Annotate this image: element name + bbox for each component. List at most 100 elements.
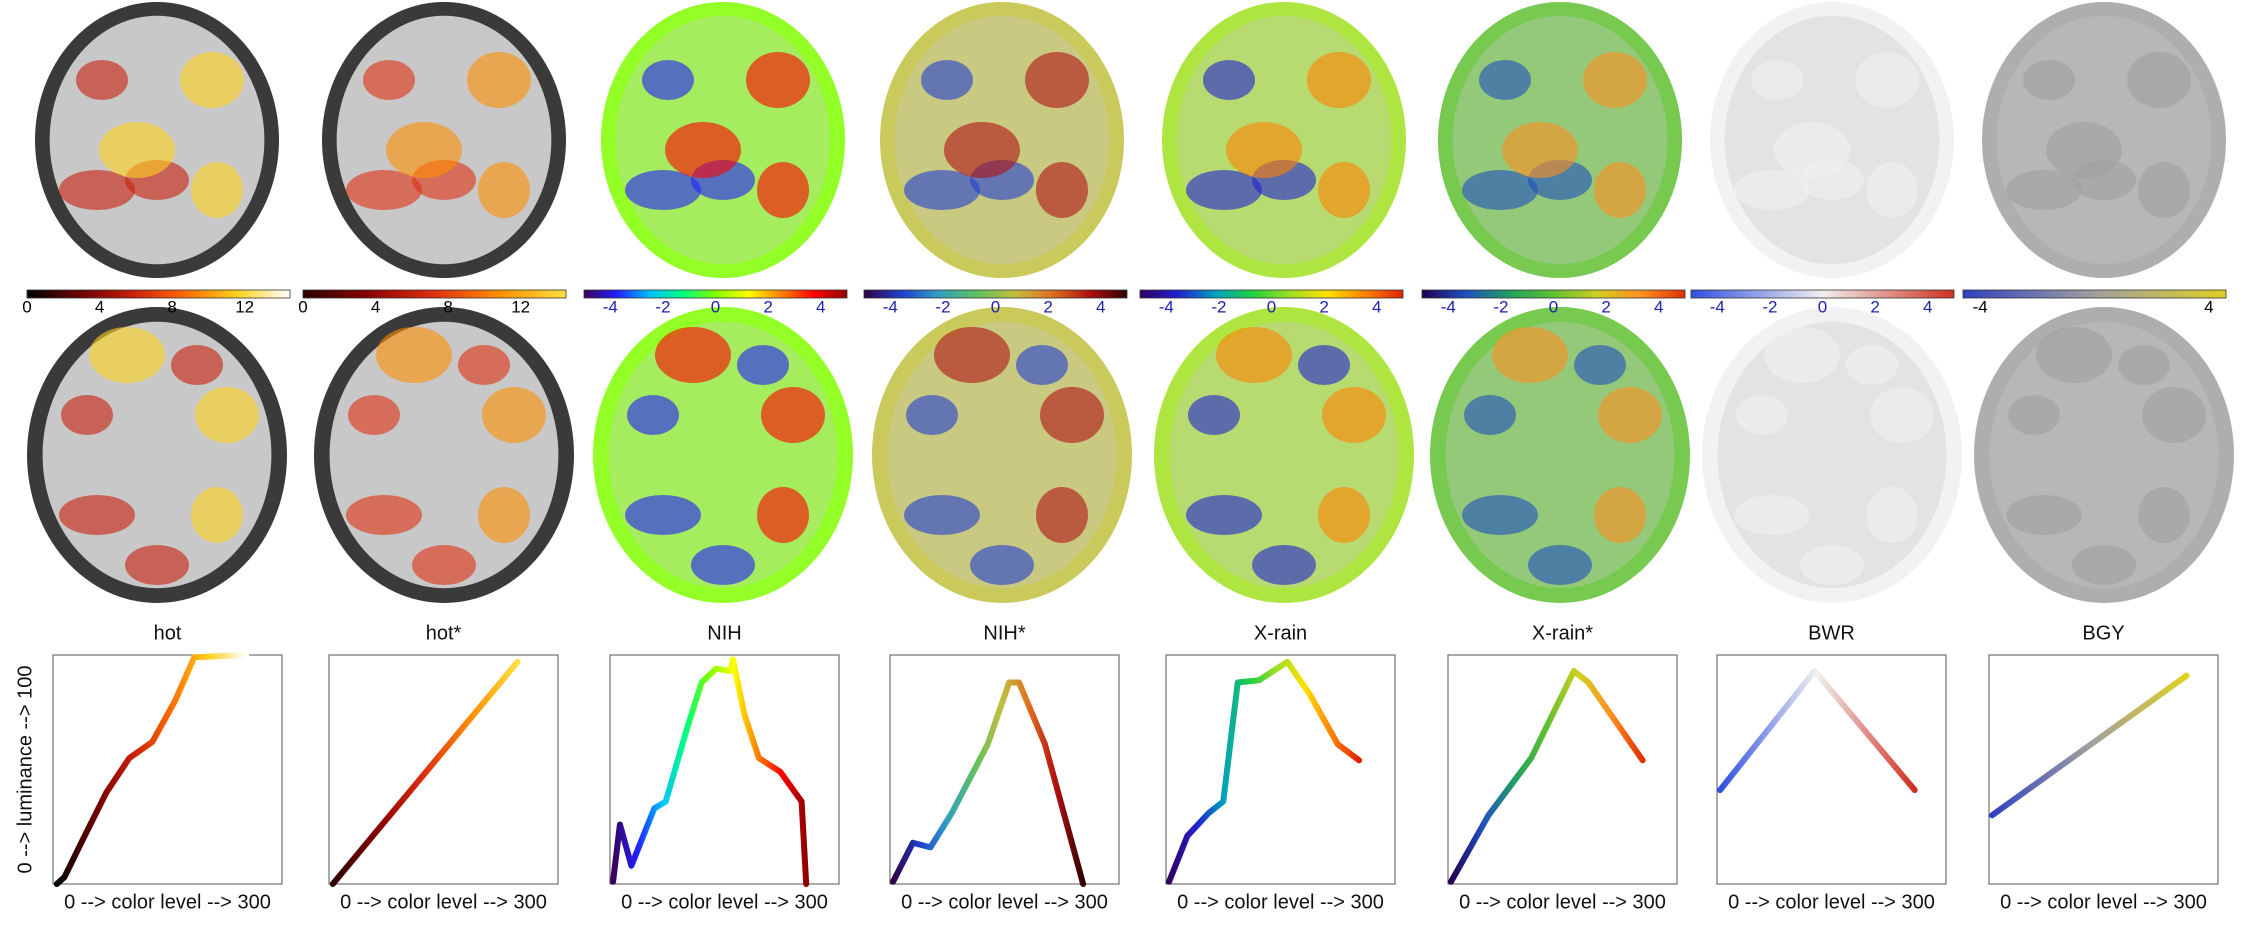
x-axis-label: 0 --> color level --> 300 [2000, 891, 2207, 913]
activation-blob [89, 327, 165, 383]
chart-title: NIH [707, 622, 741, 644]
luminance-curve [1166, 658, 1363, 885]
activation-blob [1594, 162, 1646, 218]
colorbar-tick-label: 4 [371, 297, 380, 316]
colorbar-tick-label: 0 [22, 297, 31, 316]
chart-title: hot* [426, 622, 462, 644]
activation-blob [191, 487, 243, 543]
activation-blob [458, 345, 510, 385]
activation-blob [757, 162, 809, 218]
activation-blob [746, 52, 810, 108]
luminance-curve [1448, 668, 1646, 885]
colorbar-tick-label: 8 [167, 297, 176, 316]
colorbar-tick-label: 0 [298, 297, 307, 316]
activation-blob [59, 495, 135, 535]
colorbar-tick-label: 12 [235, 297, 254, 316]
colorbar-tick-label: 4 [1654, 297, 1663, 316]
colorbar-tick-label: 0 [1267, 297, 1276, 316]
activation-blob [2142, 387, 2206, 443]
activation-blob [1318, 487, 1370, 543]
activation-blob [363, 60, 415, 100]
activation-blob [61, 395, 113, 435]
activation-blob [2008, 395, 2060, 435]
activation-blob [478, 162, 530, 218]
colorbar-tick-label: -4 [603, 297, 618, 316]
colorbar-tick-label: -4 [883, 297, 898, 316]
activation-blob [691, 545, 755, 585]
activation-blob [171, 345, 223, 385]
activation-blob [1036, 487, 1088, 543]
activation-blob [642, 60, 694, 100]
activation-blob [76, 60, 128, 100]
x-axis-label: 0 --> color level --> 300 [901, 891, 1108, 913]
x-axis-label: 0 --> color level --> 300 [1459, 891, 1666, 913]
activation-blob [904, 170, 980, 210]
chart-title: BWR [1808, 622, 1855, 644]
activation-blob [2138, 487, 2190, 543]
activation-blob [1226, 122, 1302, 178]
activation-blob [99, 122, 175, 178]
activation-blob [1528, 545, 1592, 585]
x-axis-label: 0 --> color level --> 300 [621, 891, 828, 913]
chart-title: BGY [2082, 622, 2124, 644]
colorbar-tick-label: -2 [1211, 297, 1226, 316]
activation-blob [1462, 495, 1538, 535]
activation-blob [1846, 345, 1898, 385]
activation-blob [665, 122, 741, 178]
activation-blob [1866, 487, 1918, 543]
colorbar-tick-label: 4 [816, 297, 825, 316]
activation-blob [1774, 122, 1850, 178]
activation-blob [737, 345, 789, 385]
colorbar-tick-label: -2 [1762, 297, 1777, 316]
activation-blob [627, 395, 679, 435]
activation-blob [625, 495, 701, 535]
colorbar [863, 289, 1128, 299]
colorbar [1962, 289, 2227, 299]
activation-blob [191, 162, 243, 218]
colorbar-tick-label: -4 [1441, 297, 1456, 316]
colorbar-tick-label: 0 [711, 297, 720, 316]
activation-blob [970, 545, 1034, 585]
luminance-curve [1717, 668, 1918, 794]
activation-blob [1598, 387, 1662, 443]
plot-frame [1447, 654, 1678, 885]
activation-blob [376, 327, 452, 383]
colorbar-tick-label: 4 [95, 297, 104, 316]
x-axis-label: 0 --> color level --> 300 [1177, 891, 1384, 913]
activation-blob [1462, 170, 1538, 210]
activation-blob [1800, 545, 1864, 585]
chart-title: X-rain* [1532, 622, 1593, 644]
plot-frame [1988, 654, 2219, 885]
activation-blob [467, 52, 531, 108]
colorbar-tick-label: 0 [1818, 297, 1827, 316]
colorbar-tick-label: 4 [1372, 297, 1381, 316]
colorbar-tick-label: 12 [511, 297, 530, 316]
colorbar-tick-label: 4 [2204, 297, 2213, 316]
colorbar-tick-label: 2 [763, 297, 772, 316]
luminance-curve [329, 658, 521, 887]
activation-blob [655, 327, 731, 383]
activation-blob [195, 387, 259, 443]
activation-blob [2118, 345, 2170, 385]
activation-blob [2036, 327, 2112, 383]
activation-blob [1594, 487, 1646, 543]
plot-frame [609, 654, 840, 885]
activation-blob [1583, 52, 1647, 108]
x-axis-label: 0 --> color level --> 300 [1728, 891, 1935, 913]
colorbar-tick-label: 8 [443, 297, 452, 316]
colorbar-tick-label: 2 [1601, 297, 1610, 316]
activation-blob [2023, 60, 2075, 100]
activation-blob [2006, 495, 2082, 535]
activation-blob [1574, 345, 1626, 385]
luminance-curve [1989, 672, 2190, 819]
colorbar-tick-label: 0 [1549, 297, 1558, 316]
colorbar-tick-label: -4 [1159, 297, 1174, 316]
activation-blob [478, 487, 530, 543]
y-axis-label: 0 --> luminance --> 100 [14, 666, 36, 874]
colorbar-tick-label: 0 [991, 297, 1000, 316]
activation-blob [1216, 327, 1292, 383]
activation-blob [1866, 162, 1918, 218]
activation-blob [1186, 495, 1262, 535]
activation-blob [625, 170, 701, 210]
activation-blob [1203, 60, 1255, 100]
